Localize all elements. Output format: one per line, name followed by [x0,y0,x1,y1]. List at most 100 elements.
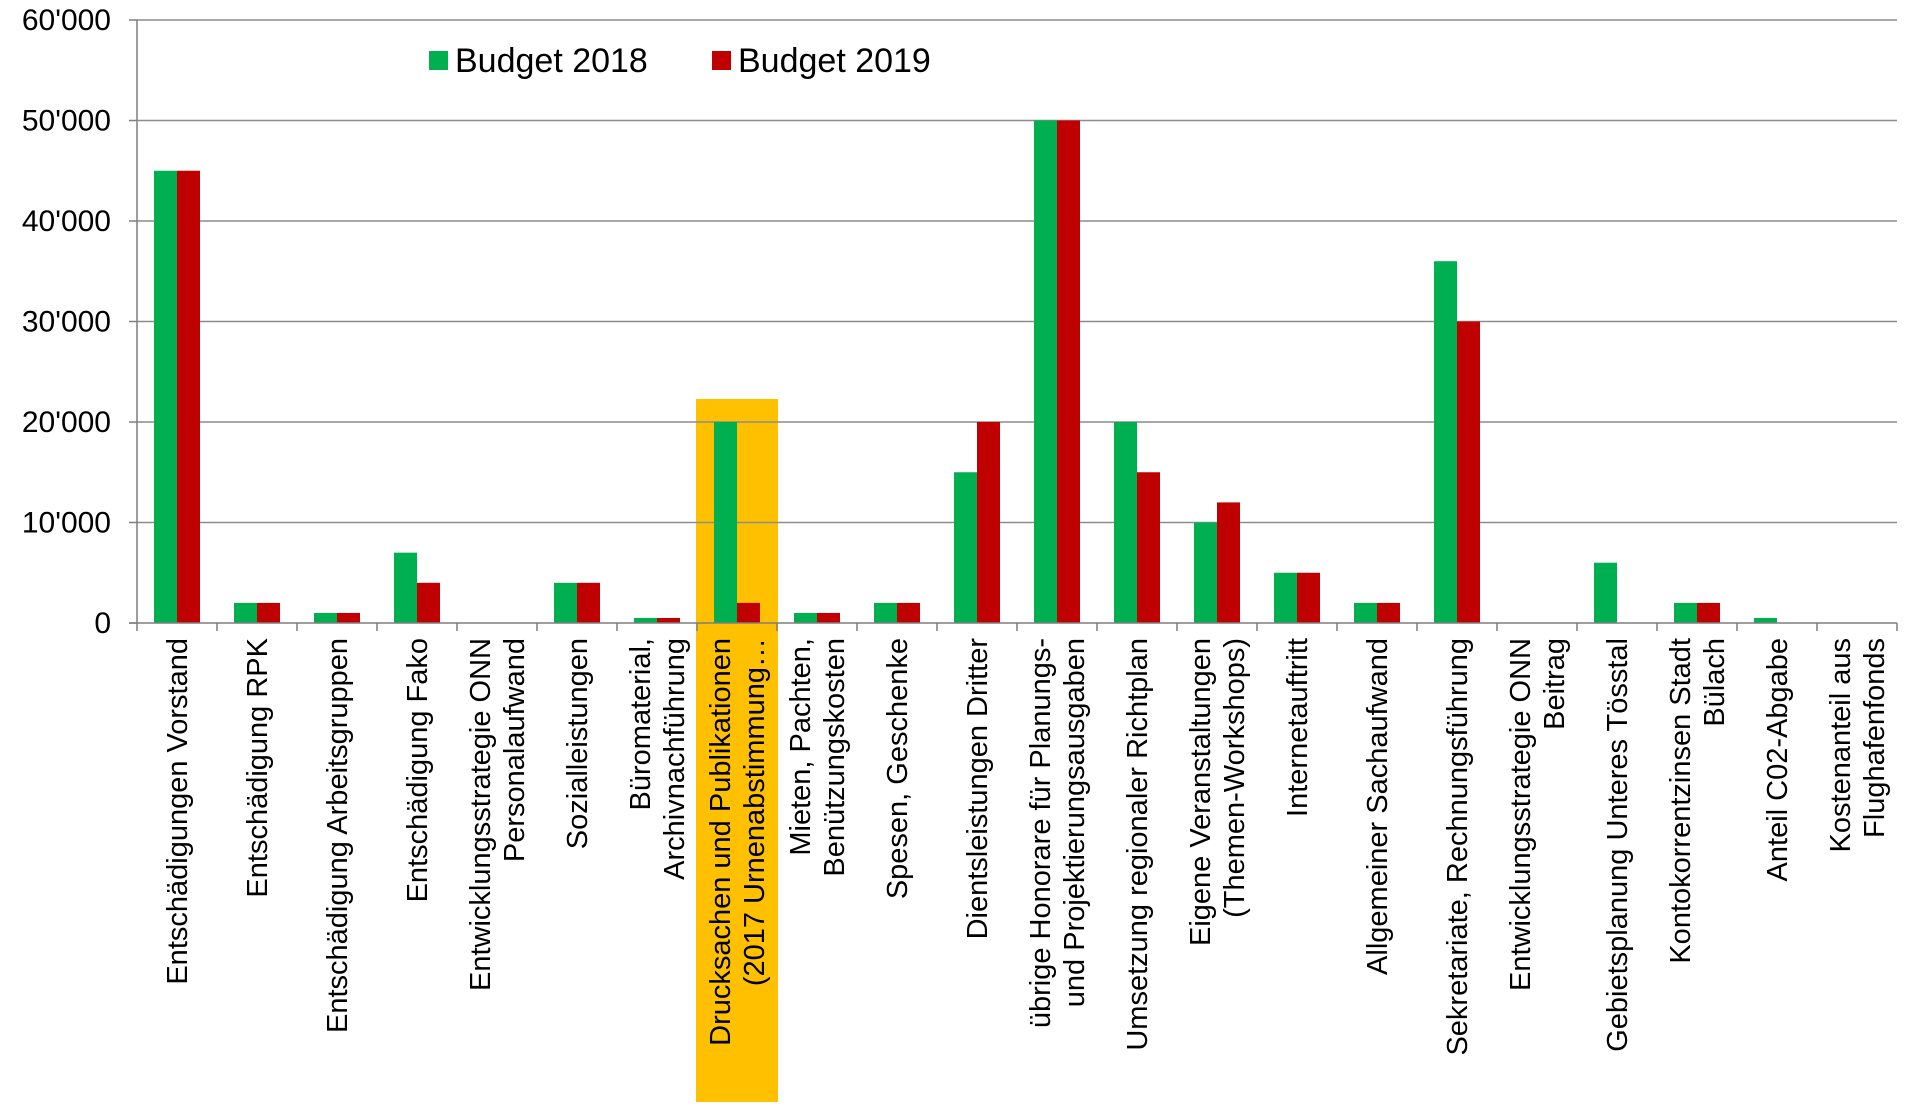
category-label: Sozialleistungen [562,638,594,849]
y-tick-label: 10'000 [22,507,111,540]
category-label-line: Personalaufwand [499,638,531,862]
bar-budget-2019 [417,582,440,623]
category-label: Gebietsplanung Unteres Tösstal [1602,638,1634,1052]
bar-budget-2019 [1057,120,1080,623]
category-label-line: Gebietsplanung Unteres Tösstal [1602,638,1634,1052]
y-tick-label: 0 [94,607,111,640]
y-tick-label: 60'000 [22,4,111,37]
category-label-line: Entschädigung RPK [242,637,274,897]
legend: Budget 2018 Budget 2019 [429,42,931,80]
category-label-line: Entwicklungsstrategie ONN [465,638,497,991]
bar-budget-2018 [1754,617,1777,623]
bar-budget-2018 [1674,602,1697,623]
category-label-line: Mieten, Pachten, [785,638,817,856]
bar-budget-2018 [314,612,337,623]
category-label-line: Dientsleistungen Dritter [962,638,994,940]
category-label-line: Allgemeiner Sachaufwand [1362,638,1394,975]
bar-budget-2018 [1354,602,1377,623]
category-label-line: Entwicklungsstrategie ONN [1505,638,1537,991]
category-label: Anteil C02-Abgabe [1762,638,1794,881]
legend-swatch-budget-2019 [712,51,731,70]
bar-budget-2018 [714,422,737,623]
category-label: Entwicklungsstrategie ONNPersonalaufwand [465,638,531,991]
category-label: Entwicklungsstrategie ONNBeitrag [1505,638,1571,991]
y-tick-label: 50'000 [22,105,111,138]
category-label: Eigene Veranstaltungen(Themen-Workshops) [1185,638,1251,946]
category-label: Entschädigungen Vorstand [162,638,194,985]
category-label-line: Bülach [1699,638,1731,727]
category-label: Spesen, Geschenke [882,638,914,899]
bar-budget-2018 [794,612,817,623]
category-label-line: Anteil C02-Abgabe [1762,638,1794,881]
category-label-line: Sozialleistungen [562,638,594,849]
legend-swatch-budget-2018 [429,51,448,70]
y-tick-label: 40'000 [22,205,111,238]
category-label-line: Drucksachen und Publikationen [705,638,737,1046]
gridlines [137,19,1897,524]
bar-budget-2019 [897,602,920,623]
bar-budget-2018 [1434,261,1457,623]
y-tick-labels: 0 10'000 20'000 30'000 40'000 50'000 60'000 [22,4,111,640]
bar-budget-2018 [1594,562,1617,623]
category-label: Büromaterial,Archivnachführung [625,638,691,880]
category-label: Entschädigung Arbeitsgruppen [322,638,354,1033]
bar-budget-2019 [977,422,1000,623]
category-label-line: Umsetzung regionaler Richtplan [1122,638,1154,1051]
category-label-line: Entschädigung Fako [402,638,434,902]
category-label-line: Entschädigungen Vorstand [162,638,194,985]
legend-label: Budget 2018 [455,42,648,80]
category-label-line: Flughafenfonds [1859,638,1891,838]
bar-budget-2018 [154,170,177,623]
category-label-line: übrige Honorare für Planungs- [1025,638,1057,1028]
bar-budget-2019 [1297,572,1320,623]
axes [129,19,1898,631]
y-tick-label: 30'000 [22,306,111,339]
category-label: Entschädigung RPK [242,637,274,897]
legend-label: Budget 2019 [738,42,931,80]
bar-budget-2018 [554,582,577,623]
category-label-line: Archivnachführung [659,638,691,880]
bar-budget-2018 [874,602,897,623]
bar-budget-2018 [1274,572,1297,623]
category-label: Kontokorrentzinsen StadtBülach [1665,638,1731,964]
category-label-line: (2017 Urnenabstimmung… [739,638,771,986]
category-label: Mieten, Pachten,Benützungskosten [785,638,851,877]
bar-budget-2018 [394,552,417,623]
category-label: Dientsleistungen Dritter [962,638,994,940]
category-label-line: Eigene Veranstaltungen [1185,638,1217,946]
category-label: Sekretariate, Rechnungsführung [1442,638,1474,1056]
bar-budget-2019 [257,602,280,623]
category-label: Kostenanteil ausFlughafenfonds [1825,638,1891,852]
y-tick-label: 20'000 [22,406,111,439]
bar-budget-2018 [234,602,257,623]
category-label: Allgemeiner Sachaufwand [1362,638,1394,975]
category-label-line: Benützungskosten [819,638,851,877]
category-label-line: Entschädigung Arbeitsgruppen [322,638,354,1033]
bar-budget-2018 [1194,522,1217,623]
bar-budget-2019 [1217,502,1240,623]
category-label: übrige Honorare für Planungs-und Projekt… [1025,638,1091,1028]
category-label-line: Internetauftritt [1282,638,1314,817]
bar-budget-2018 [954,472,977,623]
category-label-line: Büromaterial, [625,638,657,810]
bar-budget-2018 [634,617,657,623]
bar-budget-2019 [1137,472,1160,623]
bar-budget-2018 [1034,120,1057,623]
bar-budget-2019 [1457,321,1480,623]
bar-budget-2019 [817,612,840,623]
bar-budget-2018 [1114,422,1137,623]
category-label-line: Kontokorrentzinsen Stadt [1665,638,1697,964]
bar-budget-2019 [1697,602,1720,623]
bar-budget-2019 [737,602,760,623]
category-label-line: (Themen-Workshops) [1219,638,1251,918]
category-label-line: Sekretariate, Rechnungsführung [1442,638,1474,1056]
category-label-line: und Projektierungsausgaben [1059,638,1091,1007]
category-label: Umsetzung regionaler Richtplan [1122,638,1154,1051]
category-label: Drucksachen und Publikationen(2017 Urnen… [705,638,771,1046]
bar-budget-2019 [1377,602,1400,623]
category-label-line: Beitrag [1539,638,1571,730]
bar-budget-2019 [337,612,360,623]
bars [154,120,1777,623]
